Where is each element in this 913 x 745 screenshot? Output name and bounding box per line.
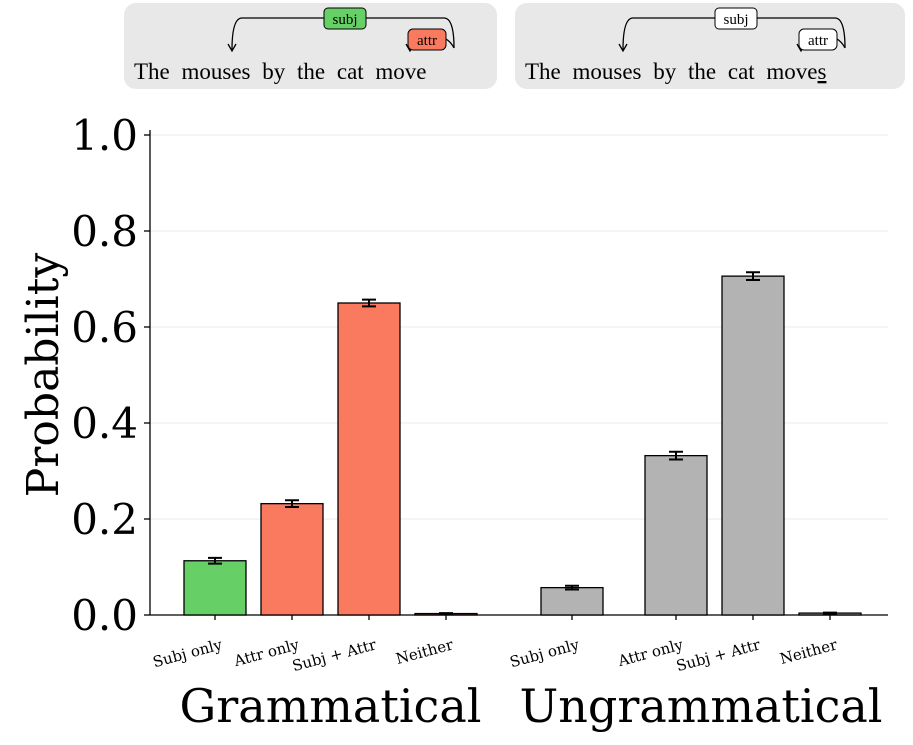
sentence: The mouses by the cat moves [525, 59, 827, 84]
panel-bg [515, 3, 905, 89]
subj-box [323, 7, 367, 30]
sentence-suffix: s [818, 59, 827, 84]
subj-label: subj [723, 12, 748, 28]
x-tick-label: Subj + Attr [290, 635, 379, 675]
error-bar [565, 584, 579, 591]
y-tick-label: 0.6 [71, 303, 138, 352]
error-bar [439, 612, 453, 616]
bar [260, 502, 324, 616]
bar [337, 302, 401, 616]
y-tick-label: 0.0 [71, 591, 138, 640]
error-bar [746, 271, 760, 281]
error-bar [285, 499, 299, 508]
sentence: The mouses by the cat move [134, 59, 427, 84]
subj-box [714, 7, 758, 30]
x-tick-label: Subj only [508, 635, 582, 671]
y-tick-label: 0.8 [71, 207, 138, 256]
error-bar [823, 611, 837, 615]
y-tick-label: 0.4 [71, 399, 138, 448]
error-bar [362, 298, 376, 308]
sentence-text: The mouses by the cat move [525, 59, 818, 84]
error-bar [669, 450, 683, 461]
attr-box [407, 28, 447, 51]
subj-label: subj [332, 12, 357, 28]
panel-bg [124, 3, 497, 89]
x-tick-label: Attr only [615, 635, 685, 670]
x-tick-label: Neither [778, 635, 840, 668]
sentence-text: The mouses by the cat move [134, 59, 427, 84]
attr-box [798, 28, 838, 51]
bar [644, 454, 708, 616]
group-label: Grammatical [180, 679, 482, 733]
group-label: Ungrammatical [519, 679, 882, 733]
y-tick-label: 0.2 [71, 495, 138, 544]
x-tick-label: Subj only [151, 635, 225, 671]
error-bar [208, 556, 222, 565]
y-tick-label: 1.0 [71, 111, 138, 160]
x-tick-label: Neither [394, 635, 456, 668]
bar [721, 275, 785, 616]
bar [540, 586, 604, 616]
bar [183, 560, 247, 616]
arrowhead [227, 43, 237, 53]
x-tick-label: Attr only [231, 635, 301, 670]
attr-label: attr [417, 33, 437, 49]
y-axis-label: Probability [18, 253, 69, 498]
arrowhead [618, 43, 628, 53]
attr-label: attr [808, 33, 828, 49]
x-tick-label: Subj + Attr [674, 635, 763, 675]
